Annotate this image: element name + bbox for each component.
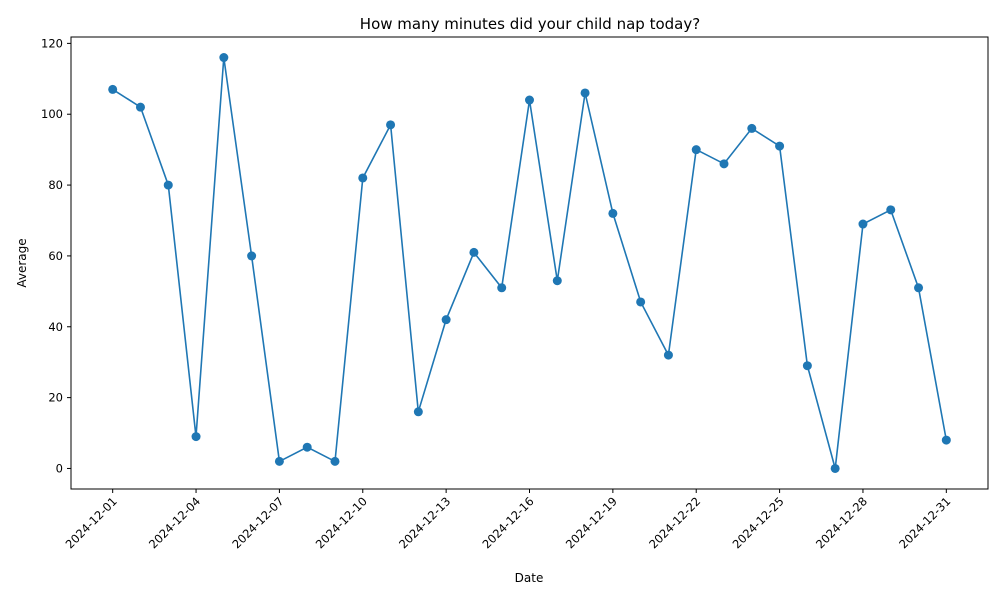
plot-area: [71, 37, 988, 489]
y-tick-label: 120: [41, 36, 63, 50]
data-point: [914, 283, 924, 293]
x-tick-label: 2024-12-01: [63, 494, 120, 551]
y-axis-label: Average: [15, 238, 29, 287]
x-tick-label: 2024-12-04: [146, 494, 203, 551]
data-point: [358, 173, 368, 183]
data-point: [719, 159, 729, 169]
data-point: [691, 145, 701, 155]
y-tick-label: 20: [48, 391, 63, 405]
data-point: [191, 432, 201, 442]
y-tick-label: 40: [48, 320, 63, 334]
data-point: [663, 350, 673, 360]
y-tick-label: 60: [48, 249, 63, 263]
data-point: [552, 276, 562, 286]
data-point: [469, 247, 479, 257]
data-point: [580, 88, 590, 98]
y-axis-ticks: 0 20 40 60 80 100 120: [41, 36, 71, 475]
data-point: [858, 219, 868, 229]
data-point: [636, 297, 646, 307]
x-axis-label: Date: [515, 571, 544, 585]
plot-frame: [70, 36, 989, 490]
x-tick-label: 2024-12-31: [896, 494, 953, 551]
data-point: [413, 407, 423, 417]
data-points: [108, 53, 951, 473]
chart-title: How many minutes did your child nap toda…: [360, 15, 700, 33]
x-tick-label: 2024-12-16: [479, 494, 536, 551]
y-tick-label: 0: [56, 461, 63, 475]
data-point: [330, 456, 340, 466]
data-point: [941, 435, 951, 445]
data-point: [497, 283, 507, 293]
data-point: [441, 315, 451, 325]
x-tick-label: 2024-12-07: [229, 494, 286, 551]
x-tick-label: 2024-12-19: [563, 494, 620, 551]
data-point: [386, 120, 396, 130]
x-tick-label: 2024-12-22: [646, 494, 703, 551]
data-point: [108, 84, 118, 94]
data-point: [247, 251, 257, 261]
data-point: [775, 141, 785, 151]
data-point: [886, 205, 896, 215]
x-tick-label: 2024-12-10: [313, 494, 370, 551]
data-point: [302, 442, 312, 452]
data-point: [747, 123, 757, 133]
x-tick-label: 2024-12-25: [730, 494, 787, 551]
data-point: [830, 463, 840, 473]
data-point: [135, 102, 145, 112]
data-point: [802, 361, 812, 371]
data-point: [608, 208, 618, 218]
data-point: [274, 456, 284, 466]
data-point: [219, 53, 229, 63]
y-tick-label: 80: [48, 178, 63, 192]
data-point: [163, 180, 173, 190]
x-tick-label: 2024-12-28: [813, 494, 870, 551]
y-tick-label: 100: [41, 107, 63, 121]
x-axis-ticks: 2024-12-01 2024-12-04 2024-12-07 2024-12-10…: [63, 489, 953, 551]
data-point: [525, 95, 534, 105]
x-tick-label: 2024-12-13: [396, 494, 453, 551]
